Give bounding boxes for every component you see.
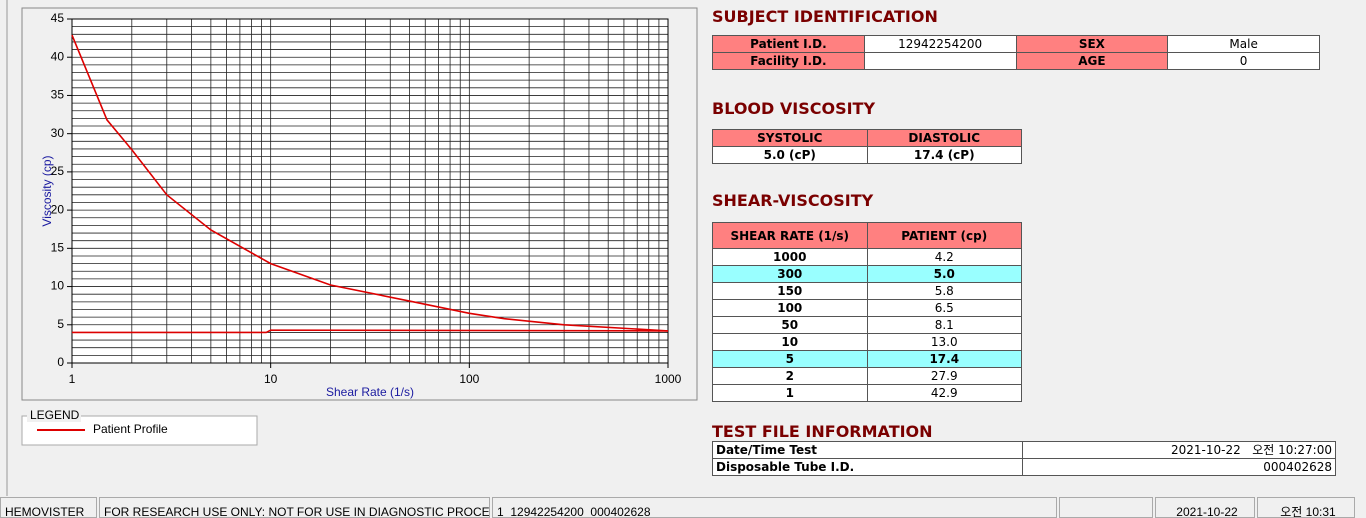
plot-area <box>72 19 668 363</box>
viscosity: 17.4 <box>866 350 1022 368</box>
x-tick-label: 1 <box>69 372 76 386</box>
row: 2 27.9 <box>712 367 1022 385</box>
shear-rate: 5 <box>712 350 868 368</box>
value: 000402628 <box>1022 458 1336 476</box>
viscosity: 5.0 <box>866 265 1022 283</box>
row: 5.0 (cP) 17.4 (cP) <box>712 146 1022 164</box>
status-cell: 1 12942254200 000402628 <box>492 497 1057 518</box>
section-title: TEST FILE INFORMATION <box>712 422 933 441</box>
value: 12942254200 <box>863 35 1017 53</box>
value: 2021-10-22 오전 10:27:00 <box>1022 441 1336 459</box>
x-tick-label: 10 <box>264 372 278 386</box>
chart: Viscosity (cp) Shear Rate (1/s) LEGEND 0… <box>6 0 698 496</box>
status-cell: 오전 10:31 <box>1257 497 1355 518</box>
row: Patient I.D. 12942254200 SEX Male <box>712 35 1320 53</box>
row: 1 42.9 <box>712 384 1022 402</box>
row: 150 5.8 <box>712 282 1022 300</box>
x-axis-label: Shear Rate (1/s) <box>326 385 414 399</box>
section-title: SUBJECT IDENTIFICATION <box>712 7 938 26</box>
y-tick-label: 30 <box>51 126 65 140</box>
shear-rate: 10 <box>712 333 868 351</box>
plot-border <box>71 18 669 364</box>
viscosity: 13.0 <box>866 333 1022 351</box>
header: SHEAR RATE (1/s) <box>712 222 868 249</box>
shear-rate: 150 <box>712 282 868 300</box>
y-tick-label: 25 <box>51 164 65 178</box>
label: Date/Time Test <box>712 441 1023 459</box>
y-axis-label: Viscosity (cp) <box>40 155 54 226</box>
status-cell: 2021-10-22 <box>1155 497 1255 518</box>
viscosity: 8.1 <box>866 316 1022 334</box>
legend-box <box>21 415 258 446</box>
section-title: BLOOD VISCOSITY <box>712 99 876 118</box>
legend-title: LEGEND <box>30 408 80 422</box>
series-line <box>72 329 669 334</box>
label: SEX <box>1015 35 1169 53</box>
subject-table: Patient I.D. 12942254200 SEX Male Facili… <box>712 35 1320 70</box>
row: Disposable Tube I.D. 000402628 <box>712 458 1336 476</box>
label: Patient I.D. <box>712 35 865 53</box>
section-title: SHEAR-VISCOSITY <box>712 191 874 210</box>
viscosity: 4.2 <box>866 248 1022 266</box>
label: Disposable Tube I.D. <box>712 458 1023 476</box>
legend-title-bg <box>27 409 81 422</box>
y-tick-label: 20 <box>51 202 65 216</box>
row: 50 8.1 <box>712 316 1022 334</box>
value: 5.0 (cP) <box>712 146 868 164</box>
row: 5 17.4 <box>712 350 1022 368</box>
viscosity: 27.9 <box>866 367 1022 385</box>
shear-viscosity-table: SHEAR RATE (1/s) PATIENT (cp) 1000 4.2 300… <box>712 222 1022 402</box>
viscosity: 6.5 <box>866 299 1022 317</box>
status-cell <box>1059 497 1153 518</box>
shear-rate: 1 <box>712 384 868 402</box>
value: 0 <box>1167 52 1320 70</box>
label: Facility I.D. <box>712 52 865 70</box>
row: 300 5.0 <box>712 265 1022 283</box>
header: PATIENT (cp) <box>866 222 1022 249</box>
y-tick-label: 5 <box>57 317 64 331</box>
row: Facility I.D. AGE 0 <box>712 52 1320 70</box>
y-tick-label: 45 <box>51 11 65 25</box>
x-tick-label: 100 <box>459 372 479 386</box>
x-tick-label: 1000 <box>655 372 682 386</box>
header: SYSTOLIC <box>712 129 868 147</box>
blood-viscosity-table: SYSTOLIC DIASTOLIC 5.0 (cP) 17.4 (cP) <box>712 129 1022 164</box>
y-tick-label: 10 <box>51 279 65 293</box>
row: SHEAR RATE (1/s) PATIENT (cp) <box>712 222 1022 249</box>
status-cell: FOR RESEARCH USE ONLY: NOT FOR USE IN DI… <box>99 497 490 518</box>
shear-rate: 100 <box>712 299 868 317</box>
y-tick-label: 40 <box>51 49 65 63</box>
value: Male <box>1167 35 1320 53</box>
row: SYSTOLIC DIASTOLIC <box>712 129 1022 147</box>
shear-rate: 2 <box>712 367 868 385</box>
header: DIASTOLIC <box>866 129 1022 147</box>
test-file-table: Date/Time Test 2021-10-22 오전 10:27:00 Di… <box>712 441 1336 476</box>
row: Date/Time Test 2021-10-22 오전 10:27:00 <box>712 441 1336 459</box>
shear-rate: 1000 <box>712 248 868 266</box>
value <box>863 52 1017 70</box>
row: 10 13.0 <box>712 333 1022 351</box>
row: 1000 4.2 <box>712 248 1022 266</box>
legend-label: Patient Profile <box>93 422 168 436</box>
y-tick-label: 15 <box>51 241 65 255</box>
value: 17.4 (cP) <box>866 146 1022 164</box>
shear-rate: 50 <box>712 316 868 334</box>
status-cell: HEMOVISTER <box>0 497 97 518</box>
y-tick-label: 0 <box>57 355 64 369</box>
y-tick-label: 35 <box>51 88 65 102</box>
row: 100 6.5 <box>712 299 1022 317</box>
shear-rate: 300 <box>712 265 868 283</box>
viscosity: 5.8 <box>866 282 1022 300</box>
label: AGE <box>1015 52 1169 70</box>
viscosity: 42.9 <box>866 384 1022 402</box>
series-line <box>71 34 669 332</box>
